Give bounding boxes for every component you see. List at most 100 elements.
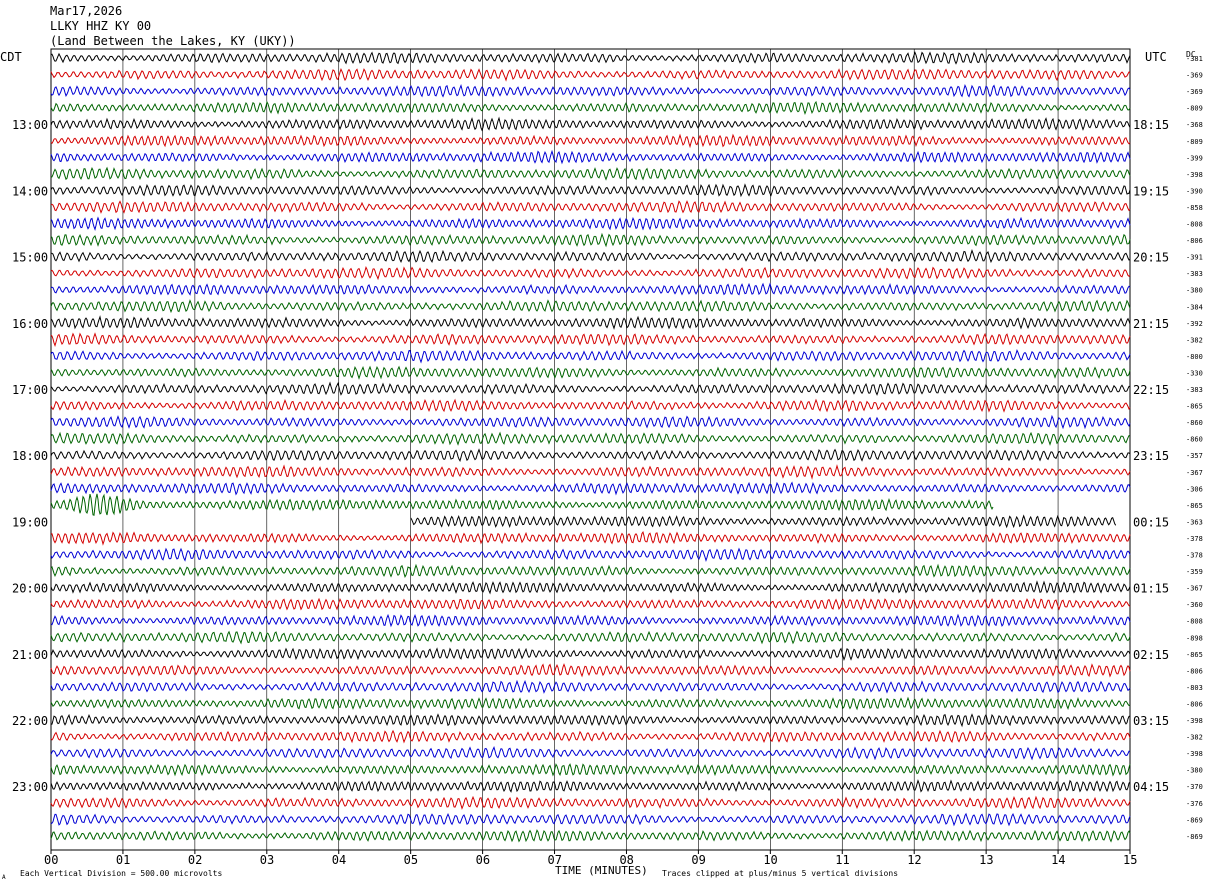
x-tick-label: 07 [548,853,562,867]
trace-line [50,83,1131,98]
trace-line [50,315,1131,330]
x-tick-label: 10 [763,853,777,867]
dc-offset-label: -806 [1186,667,1203,675]
trace-line [50,745,1131,761]
trace-line [50,630,1131,645]
dc-offset-label: -383 [1186,386,1203,394]
dc-offset-label: -357 [1186,452,1203,460]
left-time-label: 17:00 [12,383,48,397]
dc-offset-label: -392 [1186,320,1203,328]
left-time-label: 13:00 [12,118,48,132]
trace-line [50,547,1131,563]
dc-offset-label: -363 [1186,518,1203,526]
dc-offset-label: -382 [1186,336,1203,344]
right-time-label: 03:15 [1133,714,1169,728]
dc-offset-label: -359 [1186,568,1203,576]
right-time-label: 04:15 [1133,780,1169,794]
dc-offset-label: -803 [1186,684,1203,692]
trace-line [50,763,1131,777]
x-tick-label: 08 [619,853,633,867]
trace-line [50,779,1131,793]
trace-line [50,597,1131,611]
dc-offset-label: -383 [1186,270,1203,278]
dc-offset-label: -800 [1186,353,1203,361]
x-tick-label: 03 [260,853,274,867]
x-tick-label: 06 [476,853,490,867]
x-tick-label: 01 [116,853,130,867]
left-time-label: 23:00 [12,780,48,794]
trace-line [50,663,1131,678]
trace-line [50,232,1131,248]
x-axis-title: TIME (MINUTES) [555,864,648,877]
dc-offset-label: -367 [1186,469,1203,477]
dc-offset-label: -860 [1186,436,1203,444]
trace-line [50,183,1131,198]
trace-line [50,448,1131,463]
trace-line [50,116,1131,132]
trace-line [410,514,1117,529]
dc-offset-label: -369 [1186,72,1203,80]
right-time-label: 23:15 [1133,449,1169,463]
dc-offset-label: -865 [1186,651,1203,659]
station-label: LLKY HHZ KY 00 [50,19,152,33]
trace-line [50,282,1131,296]
dc-offset-label: -376 [1186,800,1203,808]
dc-offset-label: -808 [1186,618,1203,626]
trace-line [50,266,1131,281]
trace-line [50,563,1131,578]
dc-offset-label: -367 [1186,585,1203,593]
dc-offset-label: -809 [1186,138,1203,146]
clip-note: Traces clipped at plus/minus 5 vertical … [662,869,898,878]
dc-offset-label: -809 [1186,105,1203,113]
trace-line [50,216,1131,231]
dc-offset-label: -865 [1186,502,1203,510]
trace-line [50,133,1131,149]
scale-note: Each Vertical Division = 500.00 microvol… [20,869,222,878]
trace-line [50,67,1131,82]
trace-line [50,431,1130,446]
trace-line [50,481,1131,496]
dc-offset-label: -330 [1186,369,1203,377]
trace-line [50,100,1131,115]
dc-offset-label: -898 [1186,634,1203,642]
x-tick-label: 11 [835,853,849,867]
dc-offset-label: -368 [1186,121,1203,129]
right-time-label: 20:15 [1133,251,1169,265]
x-tick-label: 14 [1051,853,1065,867]
dc-offset-label: -380 [1186,767,1203,775]
dc-offset-label: -378 [1186,535,1203,543]
trace-line [50,348,1131,364]
trace-line [50,729,1131,744]
x-tick-label: 13 [979,853,993,867]
dc-offset-label: -869 [1186,816,1203,824]
x-tick-label: 15 [1123,853,1137,867]
trace-line [50,398,1131,413]
trace-line [50,713,1131,728]
trace-line [50,530,1131,546]
left-time-label: 21:00 [12,648,48,662]
dc-offset-label: -390 [1186,187,1203,195]
left-time-label: 19:00 [12,515,48,529]
x-tick-label: 05 [404,853,418,867]
trace-line [50,613,1131,628]
axis-labels: -381 -369 -369 -809 -368 -809 -399 -398 -390 -858… [0,50,1203,881]
left-time-label: 14:00 [12,184,48,198]
x-tick-label: 09 [691,853,705,867]
trace-line [50,829,1131,843]
trace-line [50,464,1131,480]
trace-line [50,299,1131,314]
dc-offset-label: -370 [1186,783,1203,791]
left-time-label: 20:00 [12,582,48,596]
left-time-label: 18:00 [12,449,48,463]
dc-offset-label: -398 [1186,750,1203,758]
x-tick-label: 00 [44,853,58,867]
dc-offset-label: -391 [1186,254,1203,262]
dc-offset-label: -860 [1186,419,1203,427]
trace-line [50,679,1131,694]
x-tick-label: 02 [188,853,202,867]
dc-offset-label: -381 [1186,55,1203,63]
corner-mark: A [2,874,6,881]
dc-offset-label: -808 [1186,221,1203,229]
left-time-label: 22:00 [12,714,48,728]
